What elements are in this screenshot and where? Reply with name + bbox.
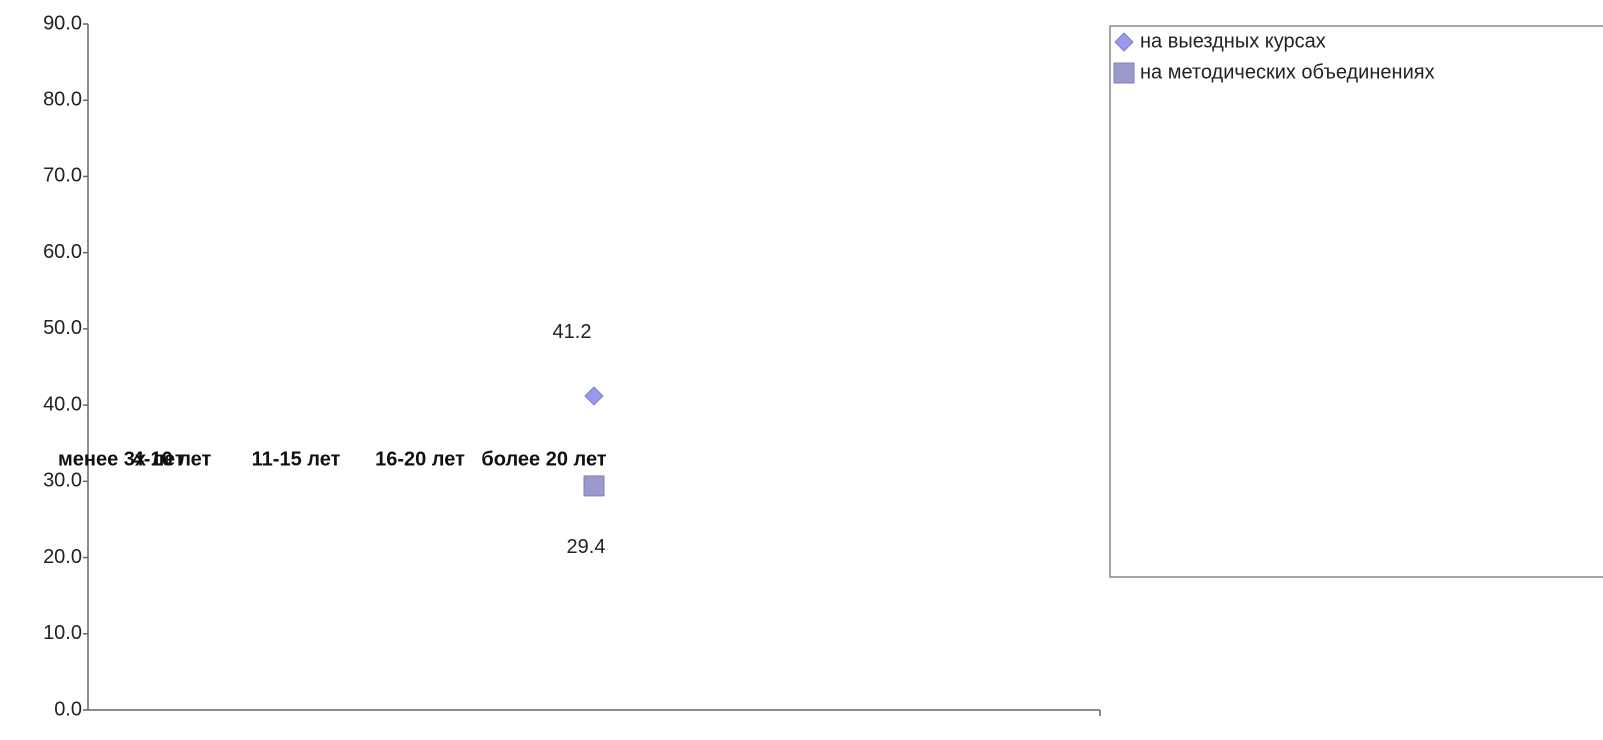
y-tick-label: 90.0 xyxy=(43,12,82,34)
data-point xyxy=(584,386,604,406)
y-tick-label: 60.0 xyxy=(43,241,82,263)
y-tick-label: 10.0 xyxy=(43,622,82,644)
y-tick-label: 30.0 xyxy=(43,470,82,492)
legend-marker xyxy=(1114,32,1134,52)
data-label: 41.2 xyxy=(553,321,592,343)
data-label: 29.4 xyxy=(567,536,606,558)
x-tick-label: 16-20 лет xyxy=(375,448,465,470)
legend-marker xyxy=(1113,62,1135,84)
legend-label: на выездных курсах xyxy=(1140,30,1326,52)
y-tick-label: 40.0 xyxy=(43,393,82,415)
data-point xyxy=(583,475,605,497)
x-tick-label: менее 3х лет xyxy=(58,448,185,470)
y-tick-label: 50.0 xyxy=(43,317,82,339)
x-tick-label: более 20 лет xyxy=(481,448,606,470)
legend-label: на методических объединениях xyxy=(1140,61,1435,83)
x-tick-label: 11-15 лет xyxy=(252,448,341,470)
legend-box xyxy=(1109,25,1603,578)
y-tick-label: 70.0 xyxy=(43,165,82,187)
y-tick-label: 20.0 xyxy=(43,546,82,568)
y-tick-label: 80.0 xyxy=(43,89,82,111)
y-tick-label: 0.0 xyxy=(54,698,82,720)
x-tick-label: 4-10 лет xyxy=(133,448,212,470)
